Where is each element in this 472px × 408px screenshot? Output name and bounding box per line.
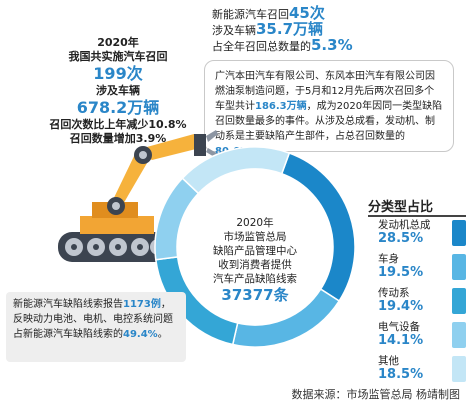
category-label-2: 车身 [378,253,399,265]
source-credit: 数据来源：市场监管总局 杨靖制图 [291,388,461,401]
donut-hole [178,170,332,324]
nev-recall-prefix: 新能源汽车召回 [212,8,289,21]
category-swatch-4 [452,322,466,348]
nev-recall-count: 45次 [289,4,325,22]
category-value-5: 18.5% [378,367,424,382]
honda-recall-callout: 广汽本田汽车有限公司、东风本田汽车有限公司因燃油泵制造问题，于5月和12月先后两… [204,60,454,157]
honda-vehicles: 186.3万辆 [255,101,307,112]
defect-text-1: 新能源汽车缺陷线索报告 [13,299,123,310]
nev-vehicles: 35.7万辆 [256,20,324,38]
nev-defect-callout: 新能源汽车缺陷线索报告1173例，反映动力电池、电机、电控系统问题占新能源汽车缺… [6,292,186,362]
category-swatch-5 [452,356,466,382]
summary-year: 2020年 [97,36,139,49]
nev-share-prefix: 占全年召回总数量的 [212,40,311,53]
center-line-5: 汽车产品缺陷线索 [213,273,297,285]
recall-count: 199次 [93,64,143,83]
nev-vehicles-prefix: 涉及车辆 [212,24,256,37]
category-label-5: 其他 [378,355,399,367]
chart-title: 分类型占比 [368,200,434,215]
category-label-3: 传动系 [378,287,410,299]
defect-share: 49.4% [123,329,158,340]
annual-recall-summary: 2020年 我国共实施汽车召回 199次 涉及车辆 678.2万辆 召回次数比上… [44,36,192,146]
category-swatch-2 [452,254,466,280]
category-value-2: 19.5% [378,265,424,280]
summary-line: 我国共实施汽车召回 [68,50,168,63]
robot-arm-illustration [58,130,218,262]
summary-change-quantity: 召回数量增加3.9% [69,132,167,145]
category-swatch-3 [452,288,466,314]
category-label-4: 电气设备 [378,321,420,333]
defect-text-3: 。 [157,329,168,340]
summary-vehicles-label: 涉及车辆 [96,84,140,97]
donut-slice-5 [181,146,291,195]
honda-text-1: 广汽本田汽车有限公司、东风本田汽车有限公司因燃油泵制造问题，于5月和12月先后两… [215,71,435,112]
category-swatch-1 [452,220,466,246]
defect-text-2: ，反映动力电池、电机、电控系统问题占新能源汽车缺陷线索的 [13,299,173,340]
honda-text-2: ，成为2020年因同一类型缺陷召回数量最多的事件。从涉及总成看，发动机、制动系是… [215,101,443,142]
summary-change-count: 召回次数比上年减少10.8% [49,118,187,131]
center-line-4: 收到消费者提供 [218,259,292,271]
category-donut-chart [154,146,356,348]
center-line-2: 市场监管总局 [223,231,287,243]
category-value-1: 28.5% [378,231,424,246]
defect-count: 1173例 [123,299,161,310]
center-value: 37377条 [221,286,289,304]
center-year: 2020年 [236,217,274,229]
nev-share: 5.3% [311,36,353,54]
category-value-3: 19.4% [378,299,424,314]
title-underline [368,215,466,217]
category-label-1: 发动机总成 [378,219,431,231]
donut-center-label: 2020年 市场监管总局 缺陷产品管理中心 收到消费者提供 汽车产品缺陷线索 3… [182,216,328,304]
nev-recall-summary: 新能源汽车召回45次 涉及车辆35.7万辆 占全年召回总数量的5.3% [212,6,462,54]
category-value-4: 14.1% [378,333,424,348]
recall-vehicles: 678.2万辆 [76,98,160,117]
center-line-3: 缺陷产品管理中心 [213,245,297,257]
